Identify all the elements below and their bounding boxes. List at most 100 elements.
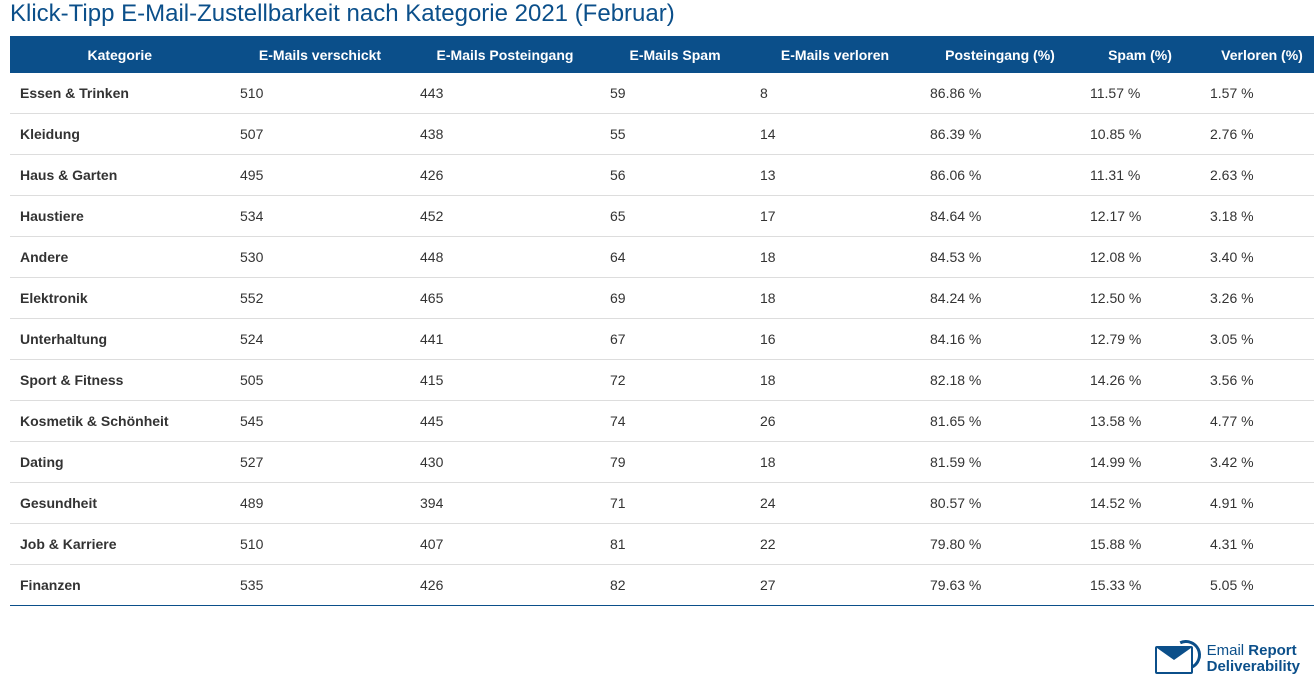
cell-lost: 22 [750, 524, 920, 565]
cell-spam_pct: 12.17 % [1080, 196, 1200, 237]
cell-spam: 79 [600, 442, 750, 483]
cell-inbox: 426 [410, 155, 600, 196]
cell-lost_pct: 4.91 % [1200, 483, 1314, 524]
cell-spam: 56 [600, 155, 750, 196]
cell-sent: 495 [230, 155, 410, 196]
cell-inbox_pct: 81.59 % [920, 442, 1080, 483]
cell-lost_pct: 4.31 % [1200, 524, 1314, 565]
cell-sent: 530 [230, 237, 410, 278]
cell-lost_pct: 1.57 % [1200, 73, 1314, 114]
cell-lost: 18 [750, 278, 920, 319]
table-row: Kleidung507438551486.39 %10.85 %2.76 % [10, 114, 1314, 155]
cell-inbox_pct: 86.39 % [920, 114, 1080, 155]
cell-kategorie: Job & Karriere [10, 524, 230, 565]
envelope-swoosh-icon [1155, 642, 1199, 676]
col-header-spam-pct: Spam (%) [1080, 37, 1200, 74]
footer-logo-line2: Deliverability [1207, 659, 1300, 675]
cell-lost: 18 [750, 237, 920, 278]
col-header-inbox-pct: Posteingang (%) [920, 37, 1080, 74]
cell-sent: 552 [230, 278, 410, 319]
cell-inbox: 452 [410, 196, 600, 237]
cell-sent: 545 [230, 401, 410, 442]
table-row: Dating527430791881.59 %14.99 %3.42 % [10, 442, 1314, 483]
col-header-kategorie: Kategorie [10, 37, 230, 74]
cell-sent: 489 [230, 483, 410, 524]
cell-inbox: 430 [410, 442, 600, 483]
cell-inbox_pct: 81.65 % [920, 401, 1080, 442]
cell-sent: 534 [230, 196, 410, 237]
cell-inbox_pct: 86.06 % [920, 155, 1080, 196]
cell-lost_pct: 3.18 % [1200, 196, 1314, 237]
cell-inbox: 438 [410, 114, 600, 155]
cell-inbox: 394 [410, 483, 600, 524]
cell-spam_pct: 14.52 % [1080, 483, 1200, 524]
table-row: Job & Karriere510407812279.80 %15.88 %4.… [10, 524, 1314, 565]
cell-sent: 510 [230, 73, 410, 114]
col-header-sent: E-Mails verschickt [230, 37, 410, 74]
cell-kategorie: Andere [10, 237, 230, 278]
cell-inbox_pct: 80.57 % [920, 483, 1080, 524]
cell-kategorie: Finanzen [10, 565, 230, 606]
cell-lost_pct: 3.05 % [1200, 319, 1314, 360]
footer-logo-text: Email Report Deliverability [1207, 643, 1300, 675]
cell-sent: 510 [230, 524, 410, 565]
cell-spam_pct: 15.33 % [1080, 565, 1200, 606]
cell-lost_pct: 3.40 % [1200, 237, 1314, 278]
table-row: Andere530448641884.53 %12.08 %3.40 % [10, 237, 1314, 278]
table-row: Sport & Fitness505415721882.18 %14.26 %3… [10, 360, 1314, 401]
cell-spam: 74 [600, 401, 750, 442]
footer-logo-line1-light: Email [1207, 642, 1249, 659]
cell-inbox: 448 [410, 237, 600, 278]
cell-sent: 524 [230, 319, 410, 360]
cell-spam: 55 [600, 114, 750, 155]
cell-spam: 81 [600, 524, 750, 565]
cell-spam_pct: 11.31 % [1080, 155, 1200, 196]
table-row: Essen & Trinken51044359886.86 %11.57 %1.… [10, 73, 1314, 114]
cell-lost_pct: 2.63 % [1200, 155, 1314, 196]
cell-inbox_pct: 79.80 % [920, 524, 1080, 565]
cell-spam_pct: 13.58 % [1080, 401, 1200, 442]
cell-spam_pct: 11.57 % [1080, 73, 1200, 114]
cell-spam: 69 [600, 278, 750, 319]
cell-kategorie: Dating [10, 442, 230, 483]
cell-spam: 71 [600, 483, 750, 524]
cell-lost_pct: 5.05 % [1200, 565, 1314, 606]
cell-kategorie: Elektronik [10, 278, 230, 319]
cell-kategorie: Haus & Garten [10, 155, 230, 196]
table-header-row: Kategorie E-Mails verschickt E-Mails Pos… [10, 37, 1314, 74]
cell-inbox_pct: 84.16 % [920, 319, 1080, 360]
table-row: Finanzen535426822779.63 %15.33 %5.05 % [10, 565, 1314, 606]
cell-sent: 505 [230, 360, 410, 401]
cell-inbox_pct: 79.63 % [920, 565, 1080, 606]
cell-lost_pct: 3.56 % [1200, 360, 1314, 401]
col-header-lost: E-Mails verloren [750, 37, 920, 74]
cell-inbox_pct: 84.24 % [920, 278, 1080, 319]
cell-kategorie: Kleidung [10, 114, 230, 155]
cell-inbox: 445 [410, 401, 600, 442]
cell-inbox: 407 [410, 524, 600, 565]
table-row: Gesundheit489394712480.57 %14.52 %4.91 % [10, 483, 1314, 524]
cell-kategorie: Sport & Fitness [10, 360, 230, 401]
cell-spam: 65 [600, 196, 750, 237]
cell-spam: 59 [600, 73, 750, 114]
cell-kategorie: Unterhaltung [10, 319, 230, 360]
cell-spam_pct: 10.85 % [1080, 114, 1200, 155]
cell-spam: 82 [600, 565, 750, 606]
cell-lost: 24 [750, 483, 920, 524]
cell-inbox_pct: 82.18 % [920, 360, 1080, 401]
table-row: Haus & Garten495426561386.06 %11.31 %2.6… [10, 155, 1314, 196]
col-header-inbox: E-Mails Posteingang [410, 37, 600, 74]
table-row: Elektronik552465691884.24 %12.50 %3.26 % [10, 278, 1314, 319]
cell-spam: 72 [600, 360, 750, 401]
cell-lost: 18 [750, 442, 920, 483]
cell-inbox_pct: 84.64 % [920, 196, 1080, 237]
cell-kategorie: Haustiere [10, 196, 230, 237]
cell-lost: 13 [750, 155, 920, 196]
cell-lost_pct: 4.77 % [1200, 401, 1314, 442]
cell-spam: 67 [600, 319, 750, 360]
cell-kategorie: Kosmetik & Schönheit [10, 401, 230, 442]
col-header-lost-pct: Verloren (%) [1200, 37, 1314, 74]
cell-spam_pct: 14.26 % [1080, 360, 1200, 401]
cell-sent: 507 [230, 114, 410, 155]
cell-inbox: 465 [410, 278, 600, 319]
